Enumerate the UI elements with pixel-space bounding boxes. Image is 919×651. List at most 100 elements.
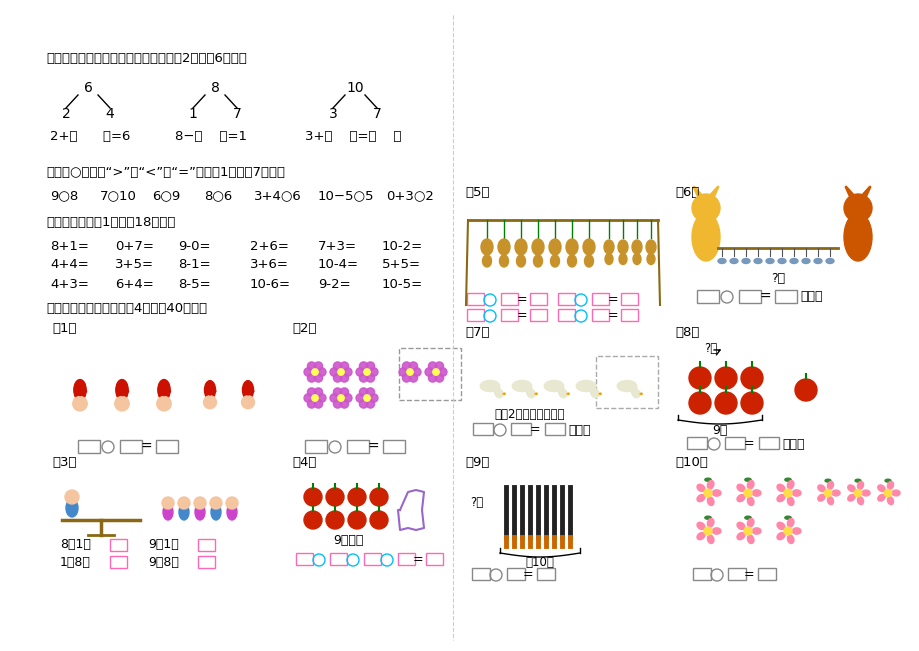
Circle shape [356, 394, 364, 402]
Ellipse shape [567, 255, 576, 267]
Circle shape [369, 511, 388, 529]
Text: 6: 6 [84, 81, 92, 95]
Ellipse shape [631, 240, 641, 254]
Circle shape [369, 394, 378, 402]
Circle shape [740, 367, 762, 389]
Ellipse shape [549, 239, 561, 255]
Text: =: = [607, 309, 618, 322]
Text: 10-6=: 10-6= [250, 277, 290, 290]
Circle shape [495, 390, 503, 398]
Ellipse shape [847, 485, 855, 492]
Ellipse shape [116, 380, 128, 400]
Text: 內10枝: 內10枝 [525, 557, 554, 570]
Ellipse shape [736, 533, 744, 540]
Circle shape [314, 374, 323, 382]
Circle shape [794, 379, 816, 401]
Circle shape [340, 374, 348, 382]
Ellipse shape [754, 258, 761, 264]
Wedge shape [248, 390, 252, 393]
Wedge shape [122, 390, 126, 393]
Text: 9－8＝: 9－8＝ [148, 555, 178, 568]
Ellipse shape [854, 479, 860, 482]
Ellipse shape [752, 528, 760, 534]
Circle shape [359, 388, 368, 396]
Circle shape [783, 527, 791, 535]
Circle shape [356, 368, 364, 376]
Text: 9○8: 9○8 [50, 189, 78, 202]
Ellipse shape [826, 497, 833, 505]
Circle shape [369, 488, 388, 506]
Text: 2+6=: 2+6= [250, 240, 289, 253]
Ellipse shape [584, 255, 593, 267]
Wedge shape [124, 389, 129, 393]
Ellipse shape [777, 495, 784, 502]
Circle shape [337, 369, 344, 375]
Wedge shape [598, 393, 600, 395]
Ellipse shape [704, 516, 710, 519]
Text: 8-1=: 8-1= [177, 258, 210, 271]
Ellipse shape [857, 481, 863, 490]
Text: （7）: （7） [464, 326, 489, 339]
Text: 0+3○2: 0+3○2 [386, 189, 434, 202]
Text: 4+4=: 4+4= [50, 258, 88, 271]
Text: 10−5○5: 10−5○5 [318, 189, 374, 202]
Ellipse shape [516, 255, 525, 267]
Ellipse shape [817, 485, 824, 492]
Circle shape [347, 488, 366, 506]
Ellipse shape [565, 239, 577, 255]
Circle shape [854, 490, 861, 497]
Circle shape [343, 368, 352, 376]
Text: （条）: （条） [800, 290, 822, 303]
Wedge shape [77, 393, 82, 396]
Circle shape [333, 400, 342, 408]
Ellipse shape [707, 518, 713, 527]
Circle shape [303, 394, 312, 402]
Ellipse shape [711, 490, 720, 496]
Ellipse shape [526, 387, 532, 395]
Circle shape [631, 390, 640, 398]
Text: 四、根据数的组成把算式写完整（每题2分，兲6分）。: 四、根据数的组成把算式写完整（每题2分，兲6分）。 [46, 51, 246, 64]
Text: 4+3=: 4+3= [50, 277, 89, 290]
Ellipse shape [604, 240, 613, 254]
Circle shape [115, 396, 129, 411]
Text: 六、计算（每题1分，冀18分）。: 六、计算（每题1分，冀18分）。 [46, 215, 176, 229]
Text: 七、看图列式计算（每题4分，冀40分）。: 七、看图列式计算（每题4分，冀40分）。 [46, 301, 207, 314]
Circle shape [406, 369, 413, 375]
Ellipse shape [736, 522, 744, 529]
Ellipse shape [74, 380, 86, 400]
Circle shape [303, 368, 312, 376]
Ellipse shape [583, 239, 595, 255]
Text: 8−（    ）=1: 8−（ ）=1 [175, 130, 246, 143]
Ellipse shape [480, 380, 499, 391]
Circle shape [432, 369, 438, 375]
Ellipse shape [707, 497, 713, 505]
Circle shape [242, 396, 255, 409]
Ellipse shape [482, 255, 491, 267]
Ellipse shape [801, 258, 809, 264]
Text: （10）: （10） [675, 456, 707, 469]
Circle shape [73, 396, 87, 411]
Text: =: = [516, 309, 527, 322]
Ellipse shape [711, 528, 720, 534]
Text: 8○6: 8○6 [204, 189, 232, 202]
Text: =: = [522, 568, 533, 581]
Text: 3+4○6: 3+4○6 [254, 189, 301, 202]
Ellipse shape [243, 381, 254, 399]
Circle shape [714, 392, 736, 414]
Text: ?条: ?条 [770, 273, 784, 286]
Ellipse shape [630, 387, 637, 395]
Circle shape [177, 497, 190, 509]
Ellipse shape [746, 535, 754, 544]
Text: =: = [529, 424, 539, 437]
Ellipse shape [752, 490, 760, 496]
Text: （1）: （1） [52, 322, 76, 335]
Ellipse shape [617, 380, 636, 391]
Circle shape [312, 369, 318, 375]
Text: 10-5=: 10-5= [381, 277, 423, 290]
Text: 3+6=: 3+6= [250, 258, 289, 271]
Ellipse shape [777, 258, 785, 264]
Circle shape [340, 400, 348, 408]
Circle shape [402, 362, 411, 370]
Text: =: = [413, 553, 423, 566]
Text: 0+7=: 0+7= [115, 240, 153, 253]
